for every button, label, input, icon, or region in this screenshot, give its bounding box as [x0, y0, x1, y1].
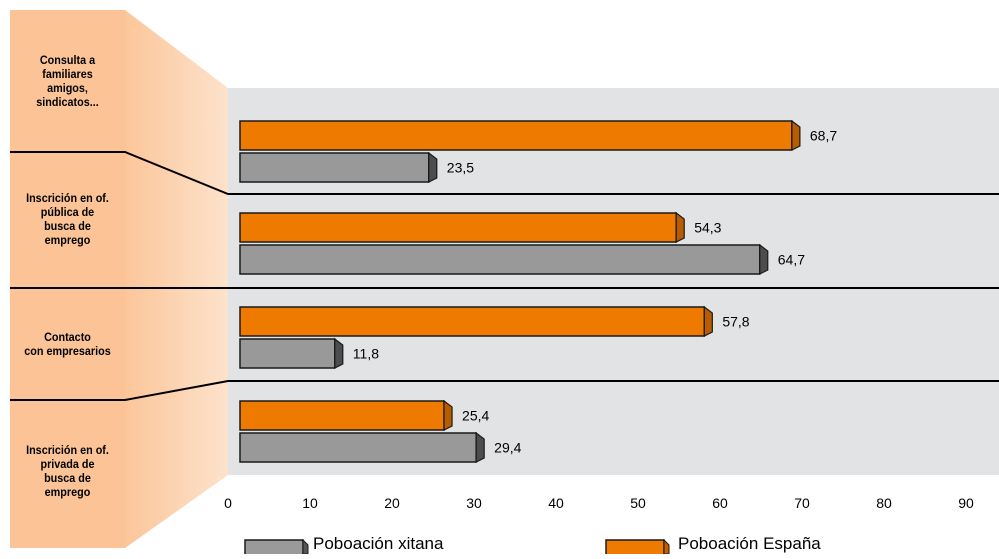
separator-line-1 [10, 151, 999, 195]
data-label-espana-4: 25,4 [462, 408, 489, 424]
data-label-xitana-2: 64,7 [778, 252, 805, 268]
category-label-2: Inscrición en of. pública de busca de em… [26, 191, 109, 247]
data-label-espana-2: 54,3 [694, 220, 721, 236]
x-tick-label-90: 90 [958, 495, 974, 511]
category-label-3: Contacto con empresarios [24, 330, 111, 358]
x-tick-label-10: 10 [302, 495, 318, 511]
bar-xitana-1 [239, 151, 438, 183]
legend-swatch-espana [605, 538, 670, 557]
separator-line-3 [10, 380, 999, 401]
legend-label-espana: Poboación España [678, 534, 821, 553]
legend [244, 538, 670, 557]
data-label-xitana-3: 11,8 [353, 346, 379, 362]
category-label-4: Inscrición en of. privada de busca de em… [26, 443, 109, 499]
x-tick-label-30: 30 [466, 495, 482, 511]
bar-espana-4 [239, 399, 453, 431]
x-tick-label-50: 50 [630, 495, 646, 511]
x-tick-label-40: 40 [548, 495, 564, 511]
bars-group: 68,7 23,5 54,3 64,7 57,8 11,8 25,4 29,4 [239, 119, 837, 463]
x-tick-label-70: 70 [794, 495, 810, 511]
bar-espana-1 [239, 119, 801, 151]
bar-espana-3 [239, 305, 713, 337]
bar-xitana-4 [239, 431, 485, 463]
category-label-1: Consulta a familiares amigos, sindicatos… [36, 53, 99, 109]
label-panel-wedge [125, 10, 228, 548]
data-label-espana-3: 57,8 [722, 314, 749, 330]
x-tick-label-60: 60 [712, 495, 728, 511]
x-tick-label-20: 20 [384, 495, 400, 511]
x-tick-label-0: 0 [224, 495, 232, 511]
label-panel [10, 10, 125, 548]
bar-xitana-2 [239, 243, 769, 275]
legend-swatch-xitana [244, 538, 309, 557]
x-tick-label-80: 80 [876, 495, 892, 511]
bar-espana-2 [239, 211, 685, 243]
x-axis-ticks: 0 10 20 30 40 50 60 70 80 90 [224, 495, 974, 511]
data-label-xitana-4: 29,4 [494, 440, 521, 456]
data-label-espana-1: 68,7 [810, 128, 837, 144]
bar-xitana-3 [239, 337, 344, 369]
legend-label-xitana: Poboación xitana [313, 534, 444, 553]
data-label-xitana-1: 23,5 [447, 160, 474, 176]
